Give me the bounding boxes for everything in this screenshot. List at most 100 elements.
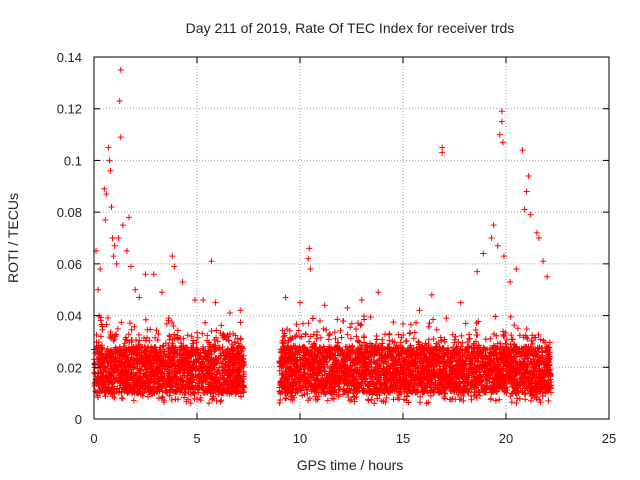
data-point bbox=[207, 356, 214, 363]
data-point bbox=[492, 313, 499, 320]
data-point bbox=[400, 320, 407, 327]
data-point bbox=[410, 335, 417, 342]
data-point bbox=[162, 353, 169, 360]
data-point bbox=[180, 346, 187, 353]
data-point bbox=[109, 386, 116, 393]
data-point bbox=[128, 354, 135, 361]
data-point bbox=[208, 346, 215, 353]
data-point bbox=[166, 392, 173, 399]
data-point bbox=[226, 384, 233, 391]
data-point bbox=[159, 393, 166, 400]
data-point bbox=[425, 323, 432, 330]
data-point bbox=[162, 340, 169, 347]
data-point bbox=[207, 387, 214, 394]
data-point bbox=[157, 353, 164, 360]
data-point bbox=[216, 364, 223, 371]
data-point bbox=[240, 383, 247, 390]
data-point bbox=[174, 327, 181, 334]
data-point bbox=[126, 367, 133, 374]
data-point bbox=[123, 337, 130, 344]
data-point bbox=[219, 346, 226, 353]
data-point bbox=[128, 326, 135, 333]
data-point bbox=[282, 395, 289, 402]
data-point bbox=[417, 399, 424, 406]
data-point bbox=[337, 327, 344, 334]
data-point bbox=[195, 389, 202, 396]
data-point bbox=[209, 382, 216, 389]
data-point bbox=[170, 323, 177, 330]
data-point bbox=[407, 329, 414, 336]
data-point bbox=[114, 325, 121, 332]
data-point bbox=[92, 370, 99, 377]
data-point bbox=[224, 331, 231, 338]
data-point bbox=[102, 389, 109, 396]
data-point bbox=[142, 351, 149, 358]
data-point bbox=[135, 381, 142, 388]
data-point bbox=[163, 320, 170, 327]
data-points bbox=[91, 66, 555, 407]
data-point bbox=[206, 400, 213, 407]
data-point bbox=[150, 388, 157, 395]
data-point bbox=[202, 319, 209, 326]
data-point bbox=[230, 360, 237, 367]
data-point bbox=[280, 333, 287, 340]
data-point bbox=[219, 357, 226, 364]
data-point bbox=[238, 355, 245, 362]
data-point bbox=[312, 396, 319, 403]
data-point bbox=[360, 333, 367, 340]
data-point bbox=[293, 321, 300, 328]
data-point bbox=[426, 320, 433, 327]
data-point bbox=[169, 336, 176, 343]
data-point bbox=[167, 333, 174, 340]
data-point bbox=[386, 331, 393, 338]
data-point bbox=[200, 390, 207, 397]
data-point bbox=[121, 355, 128, 362]
data-point bbox=[395, 331, 402, 338]
data-point bbox=[218, 397, 225, 404]
data-point bbox=[508, 332, 515, 339]
data-point bbox=[105, 359, 112, 366]
data-point bbox=[133, 372, 140, 379]
data-point bbox=[158, 395, 165, 402]
data-point bbox=[209, 371, 216, 378]
data-point bbox=[438, 337, 445, 344]
data-point bbox=[213, 327, 220, 334]
data-point bbox=[347, 335, 354, 342]
data-point bbox=[509, 336, 516, 343]
data-point bbox=[487, 396, 494, 403]
data-point bbox=[122, 334, 129, 341]
data-point bbox=[147, 359, 154, 366]
data-point bbox=[546, 339, 553, 346]
data-point bbox=[112, 362, 119, 369]
data-point bbox=[134, 369, 141, 376]
data-point bbox=[169, 319, 176, 326]
data-point bbox=[172, 396, 179, 403]
data-point bbox=[523, 326, 530, 333]
data-point bbox=[508, 399, 515, 406]
data-point bbox=[213, 397, 220, 404]
data-point bbox=[183, 398, 190, 405]
data-point bbox=[340, 317, 347, 324]
data-point bbox=[208, 376, 215, 383]
data-point bbox=[382, 331, 389, 338]
data-point bbox=[172, 348, 179, 355]
data-point bbox=[216, 344, 223, 351]
data-point bbox=[199, 330, 206, 337]
data-point bbox=[358, 321, 365, 328]
data-point bbox=[147, 376, 154, 383]
data-point bbox=[121, 378, 128, 385]
data-point bbox=[226, 366, 233, 373]
data-point bbox=[188, 333, 195, 340]
data-point bbox=[142, 337, 149, 344]
data-point bbox=[225, 358, 232, 365]
data-point bbox=[168, 355, 175, 362]
data-point bbox=[223, 353, 230, 360]
data-point bbox=[97, 333, 104, 340]
data-point bbox=[166, 332, 173, 339]
data-point bbox=[168, 350, 175, 357]
data-point bbox=[181, 394, 188, 401]
data-point bbox=[430, 335, 437, 342]
data-point bbox=[184, 374, 191, 381]
data-point bbox=[513, 400, 520, 407]
